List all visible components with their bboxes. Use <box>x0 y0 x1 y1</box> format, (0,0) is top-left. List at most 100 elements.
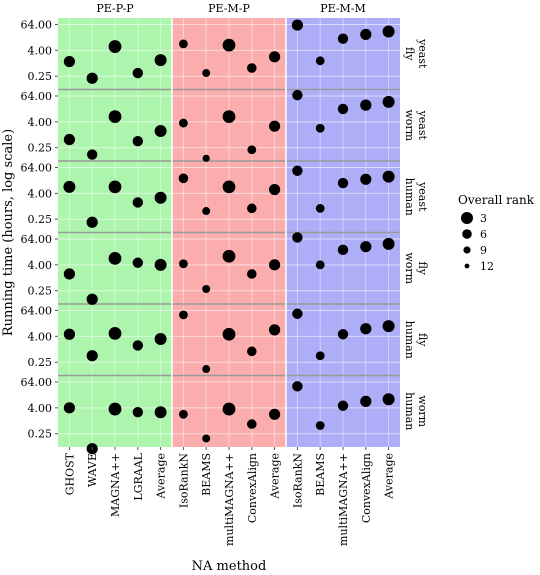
y-tick-label: 0.25 <box>28 213 53 226</box>
row-strip-top: yeast <box>416 38 429 69</box>
legend-label: 6 <box>480 228 487 241</box>
data-point <box>382 320 395 333</box>
legend-label: 12 <box>480 260 494 273</box>
data-point <box>222 180 236 194</box>
data-point <box>132 340 143 351</box>
data-point <box>247 419 257 429</box>
y-tick-label: 64.00 <box>21 90 53 103</box>
data-point <box>360 173 372 185</box>
x-tick-label: ConvexAlign <box>246 453 259 523</box>
data-point <box>315 56 325 66</box>
data-point <box>202 207 211 216</box>
data-point <box>108 180 122 194</box>
data-point <box>337 33 349 44</box>
y-tick-label: 4.00 <box>28 187 53 200</box>
legend-symbol <box>461 212 473 224</box>
x-tick-label: WAVE <box>86 453 99 487</box>
data-point <box>247 63 257 73</box>
data-point <box>108 40 122 53</box>
data-point <box>315 203 325 213</box>
x-tick-label: BEAMS <box>314 453 327 496</box>
x-axis-title: NA method <box>192 559 267 574</box>
data-point <box>154 258 167 271</box>
data-point <box>63 328 75 340</box>
data-point <box>63 402 75 414</box>
data-point <box>63 133 75 146</box>
data-point <box>382 393 395 406</box>
data-point <box>247 269 257 279</box>
data-point <box>360 395 372 407</box>
x-tick-label: ConvexAlign <box>360 453 373 523</box>
data-point <box>247 145 257 155</box>
legend-symbol <box>463 246 471 254</box>
y-tick-label: 4.00 <box>28 259 53 272</box>
data-point <box>222 249 236 263</box>
y-tick-label: 4.00 <box>28 330 53 343</box>
legend-label: 9 <box>480 244 487 257</box>
data-point <box>222 38 236 52</box>
y-tick-label: 0.25 <box>28 285 53 298</box>
y-tick-label: 4.00 <box>28 44 53 57</box>
row-strip-top: fly <box>416 261 429 275</box>
column-strip-label: PE-P-P <box>96 2 134 15</box>
data-point <box>132 67 143 79</box>
x-tick-label: IsoRankN <box>177 453 190 508</box>
x-tick-label: LGRAAL <box>132 452 145 500</box>
y-tick-label: 64.00 <box>21 233 53 246</box>
data-point <box>86 293 98 305</box>
data-point <box>154 124 167 137</box>
data-point <box>202 284 211 293</box>
y-tick-label: 0.25 <box>28 70 53 83</box>
y-tick-label: 0.25 <box>28 356 53 369</box>
data-point <box>179 39 188 49</box>
legend-label: 3 <box>480 212 487 225</box>
legend-title: Overall rank <box>458 193 535 207</box>
row-strip-bottom: human <box>403 178 416 216</box>
data-point <box>292 232 303 243</box>
x-tick-label: Average <box>383 453 396 500</box>
data-point <box>222 110 236 124</box>
x-tick-label: multiMAGNA++ <box>223 453 236 546</box>
column-strip-label: PE-M-M <box>320 2 366 15</box>
column-strip-label: PE-M-P <box>208 2 250 15</box>
data-point <box>337 103 349 115</box>
data-point <box>269 324 281 336</box>
data-point <box>202 69 211 78</box>
data-point <box>179 259 188 269</box>
data-point <box>86 216 98 228</box>
data-point <box>291 19 303 31</box>
row-strip-bottom: human <box>403 321 416 359</box>
legend-symbol <box>462 229 472 239</box>
data-point <box>154 333 167 346</box>
data-point <box>292 165 303 176</box>
row-strip-bottom: human <box>403 392 416 430</box>
data-point <box>63 180 76 193</box>
data-point <box>179 310 188 320</box>
data-point <box>269 408 281 420</box>
data-point <box>360 99 372 111</box>
y-tick-label: 64.00 <box>21 18 53 31</box>
legend-symbol <box>464 263 470 269</box>
x-tick-label: GHOST <box>63 452 76 495</box>
data-point <box>108 402 122 416</box>
y-tick-label: 0.25 <box>28 142 53 155</box>
data-point <box>360 323 372 335</box>
data-point <box>86 72 98 84</box>
data-point <box>222 402 236 416</box>
row-strip-top: yeast <box>416 181 429 212</box>
data-point <box>108 110 122 124</box>
y-tick-label: 64.00 <box>21 304 53 317</box>
row-strip-top: fly <box>416 333 429 347</box>
data-point <box>269 183 281 196</box>
y-tick-label: 0.25 <box>28 428 53 441</box>
data-point <box>382 95 395 108</box>
data-point <box>382 170 395 183</box>
data-point <box>269 120 281 132</box>
data-point <box>87 149 98 160</box>
data-point <box>247 203 257 214</box>
data-point <box>382 25 395 38</box>
data-point <box>179 409 188 419</box>
